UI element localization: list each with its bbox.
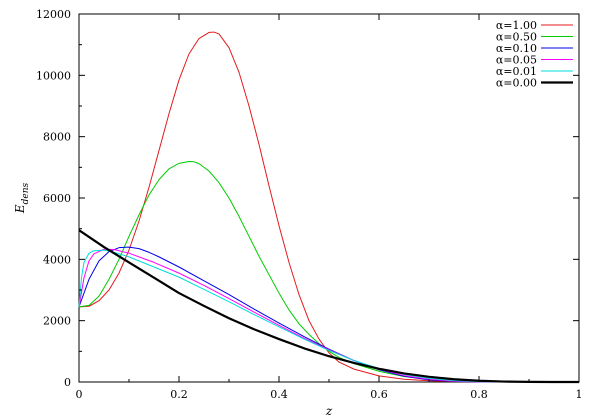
x-tick-label: 0.2 bbox=[170, 388, 188, 401]
x-tick-label: 1 bbox=[576, 388, 583, 401]
x-axis-label: z bbox=[325, 404, 333, 418]
y-tick-label: 0 bbox=[64, 376, 71, 389]
y-tick-label: 8000 bbox=[43, 131, 71, 144]
series-line-4 bbox=[78, 249, 579, 383]
legend-label: α=1.00 bbox=[496, 19, 537, 32]
x-tick-label: 0.4 bbox=[270, 388, 288, 401]
y-axis-label: Edens bbox=[13, 182, 31, 214]
series-line-3 bbox=[78, 248, 579, 383]
series-line-0 bbox=[78, 31, 579, 383]
y-tick-label: 12000 bbox=[36, 8, 71, 21]
y-tick-label: 6000 bbox=[43, 192, 71, 205]
x-tick-label: 0 bbox=[76, 388, 83, 401]
legend-label: α=0.05 bbox=[496, 54, 537, 67]
legend-label: α=0.10 bbox=[496, 42, 537, 55]
legend-label: α=0.01 bbox=[496, 65, 537, 78]
y-axis-label-subscript: dens bbox=[21, 182, 31, 204]
legend-label: α=0.00 bbox=[496, 77, 537, 90]
y-tick-label: 10000 bbox=[36, 69, 71, 82]
y-tick-label: 2000 bbox=[43, 315, 71, 328]
y-axis-label-main: E bbox=[13, 204, 27, 214]
legend-label: α=0.50 bbox=[496, 31, 537, 44]
x-tick-label: 0.8 bbox=[470, 388, 488, 401]
y-axis: 0 2000 4000 6000 8000 10000 12000 bbox=[36, 8, 579, 389]
series-line-5 bbox=[78, 229, 580, 384]
x-tick-label: 0.6 bbox=[370, 388, 388, 401]
x-axis: 0 0.2 0.4 0.6 0.8 1 bbox=[76, 14, 583, 401]
y-tick-label: 4000 bbox=[43, 253, 71, 266]
legend: α=1.00α=0.50α=0.10α=0.05α=0.01α=0.00 bbox=[496, 19, 573, 90]
